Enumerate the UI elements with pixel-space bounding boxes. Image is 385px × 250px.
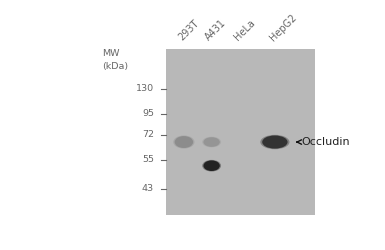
Text: Occludin: Occludin xyxy=(302,137,350,147)
Ellipse shape xyxy=(175,136,193,148)
Ellipse shape xyxy=(173,136,194,148)
Text: (kDa): (kDa) xyxy=(102,62,128,71)
Text: 43: 43 xyxy=(142,184,154,193)
Ellipse shape xyxy=(203,137,220,147)
Ellipse shape xyxy=(202,137,221,147)
Ellipse shape xyxy=(260,135,290,149)
Text: 95: 95 xyxy=(142,109,154,118)
Ellipse shape xyxy=(262,136,288,148)
Text: 130: 130 xyxy=(136,84,154,93)
Ellipse shape xyxy=(203,160,220,171)
Text: 55: 55 xyxy=(142,156,154,164)
Bar xyxy=(166,49,315,215)
Text: HeLa: HeLa xyxy=(232,18,257,42)
Text: 293T: 293T xyxy=(177,18,201,42)
Text: A431: A431 xyxy=(204,18,228,42)
Text: HepG2: HepG2 xyxy=(268,12,298,42)
Text: 72: 72 xyxy=(142,130,154,140)
Text: MW: MW xyxy=(102,48,119,58)
Ellipse shape xyxy=(202,160,221,172)
